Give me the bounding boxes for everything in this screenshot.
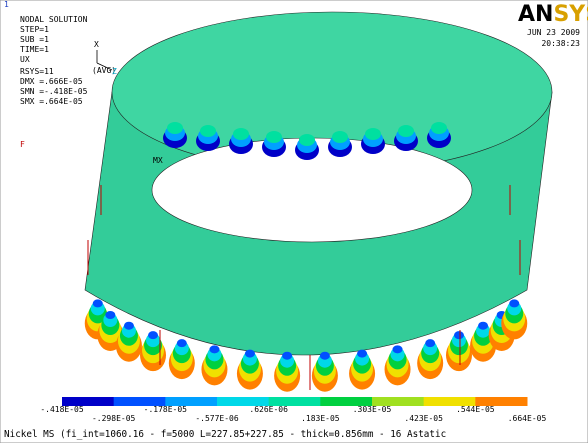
scallop (245, 350, 255, 358)
force-label: F (20, 140, 25, 149)
info-line: TIME=1 (20, 45, 49, 54)
info-line: NODAL SOLUTION (20, 15, 88, 24)
legend-label: .183E-05 (301, 414, 340, 423)
scallop (320, 352, 330, 360)
logo-sys: SYS (553, 2, 588, 27)
scallop (282, 352, 292, 360)
date: JUN 23 2009 (527, 28, 580, 37)
scallop (357, 350, 367, 358)
legend-label: .544E-05 (456, 405, 495, 414)
info-line: SMN =-.418E-05 (20, 87, 88, 96)
legend-label: .423E-05 (404, 414, 443, 423)
info-line: STEP=1 (20, 25, 49, 34)
scallop (93, 299, 103, 307)
scallop (509, 299, 519, 307)
info-line: SMX =.664E-05 (20, 97, 83, 106)
legend-label: -.418E-05 (40, 405, 84, 414)
inner-scallop (167, 122, 183, 134)
scallop (478, 322, 488, 330)
logo-an: AN (518, 2, 553, 27)
window-number: 1 (4, 0, 9, 9)
legend-label: -.298E-05 (92, 414, 136, 423)
inner-scallop (233, 128, 249, 140)
time: 20:38:23 (541, 39, 580, 48)
scallop (425, 339, 435, 347)
scallop (209, 345, 219, 353)
info-line: RSYS=11 (20, 67, 54, 76)
axis-x: X (94, 40, 99, 49)
inner-scallop (266, 131, 282, 143)
legend-label: -.577E-06 (195, 414, 239, 423)
info-line: DMX =.666E-05 (20, 77, 83, 86)
inner-scallop (200, 125, 216, 137)
info-line: UX (20, 55, 30, 64)
inner-scallop (299, 134, 315, 146)
legend-label: -.178E-05 (144, 405, 188, 414)
legend-label: .664E-05 (508, 414, 547, 423)
scallop (177, 339, 187, 347)
inner-scallop (365, 128, 381, 140)
logo: ANSYS (518, 2, 588, 27)
inner-scallop (431, 122, 447, 134)
legend-label: .626E-06 (249, 405, 288, 414)
ansys-window: 1 NODAL SOLUTIONSTEP=1SUB =1TIME=1UX RSYS… (0, 0, 588, 443)
scallop (148, 331, 158, 339)
legend-label: .303E-05 (353, 405, 392, 414)
inner-scallop (398, 125, 414, 137)
scallop (124, 322, 134, 330)
scallop (454, 331, 464, 339)
inner-scallop (332, 131, 348, 143)
max-marker: MX (153, 156, 163, 165)
scallop (393, 345, 403, 353)
axis-z: Z (112, 67, 117, 76)
scallop (105, 311, 115, 319)
footer: Nickel MS (fi_int=1060.16 - f=5000 L=227… (4, 429, 446, 440)
info-line: SUB =1 (20, 35, 49, 44)
